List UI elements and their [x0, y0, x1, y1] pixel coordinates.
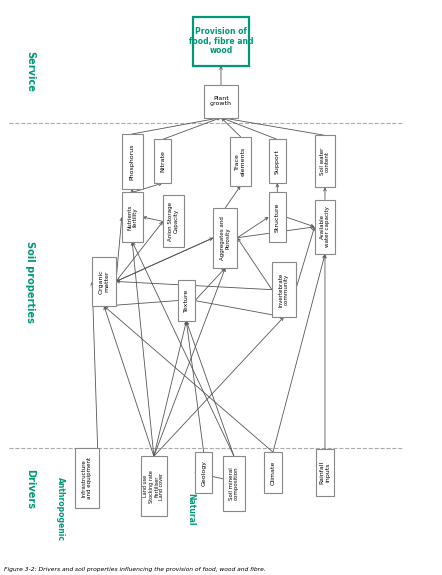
Text: Drivers: Drivers	[25, 469, 35, 509]
Text: Phosphorus: Phosphorus	[130, 143, 135, 179]
Text: Provision of
food, fibre and
wood: Provision of food, fibre and wood	[189, 27, 253, 55]
FancyBboxPatch shape	[272, 262, 296, 317]
FancyBboxPatch shape	[122, 193, 143, 241]
Text: Soil properties: Soil properties	[25, 240, 35, 323]
Text: Aggregates and
Porosity: Aggregates and Porosity	[220, 216, 231, 260]
FancyBboxPatch shape	[316, 450, 334, 496]
FancyBboxPatch shape	[92, 257, 116, 306]
FancyBboxPatch shape	[213, 208, 237, 268]
Text: Land use
Stocking rate
Fertiliser
Land cover: Land use Stocking rate Fertiliser Land c…	[143, 470, 164, 503]
Text: Anion Storage
Capacity: Anion Storage Capacity	[168, 202, 179, 241]
FancyBboxPatch shape	[269, 193, 286, 241]
FancyBboxPatch shape	[269, 140, 286, 183]
FancyBboxPatch shape	[195, 452, 212, 493]
FancyBboxPatch shape	[315, 200, 335, 254]
Text: Available
water capacity: Available water capacity	[320, 206, 330, 247]
Text: Organic
matter: Organic matter	[99, 269, 109, 294]
Text: Infrastructure
and equipment: Infrastructure and equipment	[81, 457, 92, 499]
Text: Nutrients
fertility: Nutrients fertility	[127, 204, 137, 229]
Text: Service: Service	[25, 51, 35, 91]
Text: Invertebrate
community: Invertebrate community	[278, 273, 289, 307]
FancyBboxPatch shape	[204, 85, 238, 118]
FancyBboxPatch shape	[223, 457, 245, 511]
FancyBboxPatch shape	[264, 452, 282, 493]
FancyBboxPatch shape	[163, 196, 184, 247]
FancyBboxPatch shape	[154, 140, 171, 183]
Text: Texture: Texture	[184, 289, 189, 312]
Text: Rainfall
inputs: Rainfall inputs	[320, 461, 330, 484]
Text: Support: Support	[275, 149, 280, 174]
Text: Climate: Climate	[271, 461, 275, 485]
Text: Geology: Geology	[201, 459, 206, 486]
Text: Structure: Structure	[275, 202, 280, 232]
FancyBboxPatch shape	[141, 456, 167, 516]
Text: Nitrate: Nitrate	[160, 150, 165, 172]
Text: Figure 3-2: Drivers and soil properties influencing the provision of food, wood : Figure 3-2: Drivers and soil properties …	[4, 567, 266, 572]
FancyBboxPatch shape	[315, 135, 335, 187]
FancyBboxPatch shape	[122, 134, 143, 189]
Text: Trace
elements: Trace elements	[235, 147, 246, 176]
FancyBboxPatch shape	[75, 448, 99, 508]
FancyBboxPatch shape	[230, 137, 251, 186]
Text: Plant
growth: Plant growth	[210, 96, 232, 106]
FancyBboxPatch shape	[178, 280, 195, 321]
Text: Anthropogenic: Anthropogenic	[56, 477, 65, 541]
FancyBboxPatch shape	[193, 17, 249, 66]
Text: Soil mineral
composition: Soil mineral composition	[229, 467, 239, 500]
Text: Natural: Natural	[186, 493, 195, 526]
Text: Soil water
content: Soil water content	[320, 148, 330, 175]
